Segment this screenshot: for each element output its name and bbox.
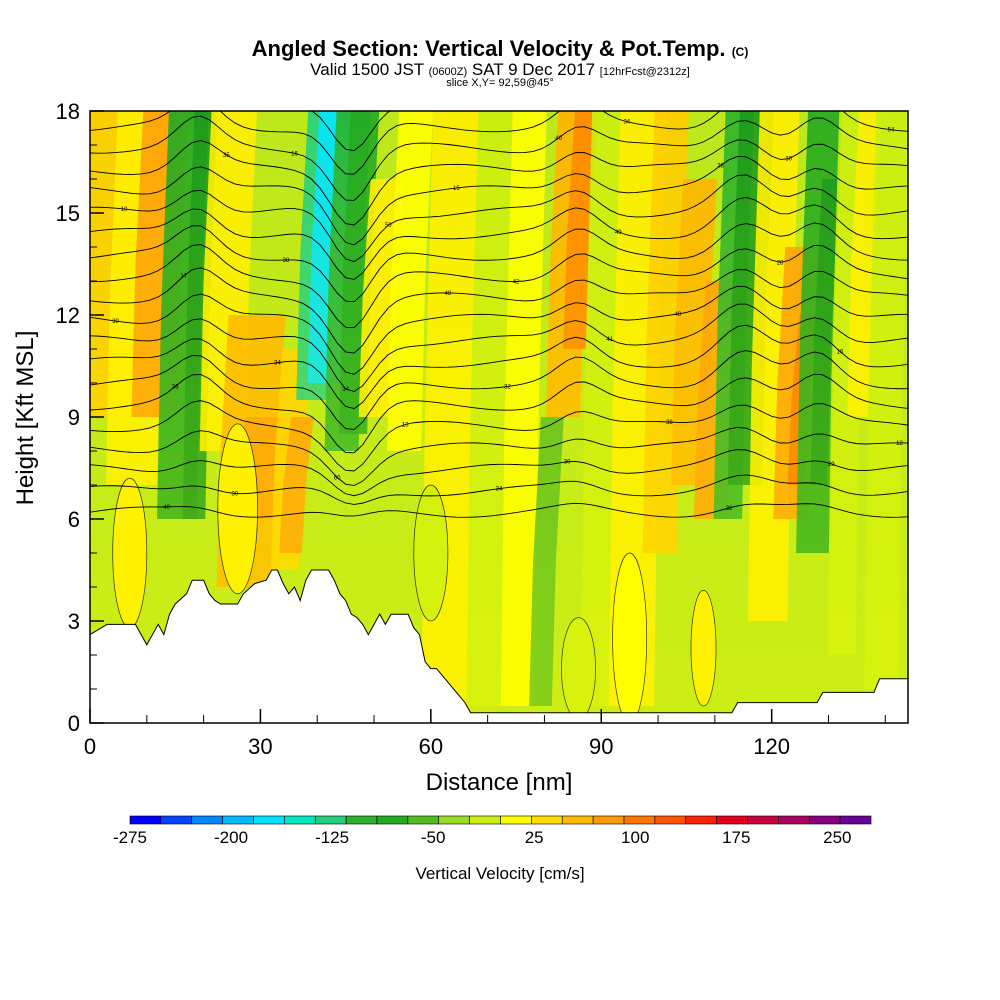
y-tick-label: 3: [68, 609, 80, 634]
contour-label: 32: [504, 385, 511, 391]
contour-label: 38: [666, 420, 673, 426]
potential-temperature-contours: [90, 111, 908, 518]
contour-label: 38: [283, 258, 290, 264]
colorbar-swatch: [253, 815, 285, 825]
colorbar-tick-label: 175: [722, 828, 750, 847]
contour-label: 13: [402, 422, 409, 428]
contour-label: 30: [564, 460, 571, 466]
contour-label: 16: [836, 349, 843, 355]
colorbar-swatch: [623, 815, 656, 825]
contour-label: 49: [615, 230, 622, 236]
colorbar-swatch: [561, 815, 594, 825]
y-tick-label: 9: [68, 405, 80, 430]
x-tick-label: 60: [419, 734, 443, 759]
colorbar-swatch: [314, 815, 347, 825]
contour-label: 40: [555, 136, 562, 142]
y-axis-label: Height [Kft MSL]: [12, 331, 39, 506]
y-tick-label: 18: [56, 99, 80, 124]
contour-label: 29: [828, 462, 835, 468]
slice-info: slice X,Y= 92,59@45°: [446, 77, 554, 89]
colorbar-tick-label: -50: [421, 828, 446, 847]
y-tick-label: 12: [56, 303, 80, 328]
contour-label: 34: [342, 387, 349, 393]
colorbar-swatch: [438, 815, 470, 825]
contour-label: 34: [496, 487, 503, 493]
colorbar-tick-label: -200: [214, 828, 248, 847]
colorbar-swatch: [376, 815, 409, 825]
colorbar-swatch: [500, 815, 532, 825]
x-tick-label: 0: [84, 734, 96, 759]
contour-label: 17: [180, 274, 187, 280]
x-tick-label: 120: [753, 734, 790, 759]
colorbar-swatch: [592, 815, 625, 825]
contour-label: 10: [121, 207, 128, 213]
colorbar-swatch: [716, 815, 748, 825]
colorbar-swatch: [129, 815, 162, 825]
colorbar-swatch: [222, 815, 254, 825]
y-tick-label: 0: [68, 711, 80, 736]
contour-label: 40: [675, 312, 682, 318]
terrain: [90, 569, 908, 723]
valid-time: Valid 1500 JST (0600Z) SAT 9 Dec 2017 [1…: [310, 60, 690, 79]
contour-label: 15: [453, 186, 460, 192]
colorbar-swatch: [747, 815, 779, 825]
x-axis-label: Distance [nm]: [426, 769, 573, 796]
colorbar-swatch: [839, 815, 872, 825]
contour-label: 42: [513, 279, 520, 285]
colorbar-swatch: [531, 815, 563, 825]
colorbar-swatch: [685, 815, 717, 825]
contour-labels: 4034503441382930356048403828543638363249…: [112, 111, 903, 512]
colorbar-tick-label: 250: [823, 828, 851, 847]
colorbar-swatch: [654, 815, 687, 825]
contour-label: 32: [726, 506, 733, 512]
chart-title: Angled Section: Vertical Velocity & Pot.…: [251, 36, 749, 61]
contour-label: 34: [623, 120, 630, 126]
colorbar-swatch: [284, 815, 316, 825]
contour-label: 48: [445, 291, 452, 297]
contour-label: 40: [163, 505, 170, 511]
contour-label: 30: [112, 319, 119, 325]
contour-label: 41: [606, 337, 613, 343]
contour-label: 54: [888, 128, 895, 134]
contour-label: 30: [232, 491, 239, 497]
contour-label: 34: [274, 361, 281, 367]
colorbar-swatch: [808, 815, 841, 825]
contour-label: 35: [223, 153, 230, 159]
contour-label: 30: [785, 157, 792, 163]
colorbar-tick-label: 25: [525, 828, 544, 847]
y-tick-label: 15: [56, 201, 80, 226]
colorbar: -275 -200 -125 -50 25 100 175 250: [113, 815, 872, 847]
colorbar-swatch: [469, 815, 501, 825]
colorbar-tick-label: -125: [315, 828, 349, 847]
colorbar-tick-label: -275: [113, 828, 147, 847]
contour-label: 36: [172, 385, 179, 391]
colorbar-label: Vertical Velocity [cm/s]: [415, 864, 585, 883]
colorbar-swatch: [778, 815, 810, 825]
contour-label: 60: [334, 475, 341, 481]
x-tick-label: 30: [248, 734, 272, 759]
contour-label: 38: [717, 164, 724, 170]
colorbar-swatch: [407, 815, 440, 825]
y-tick-label: 6: [68, 507, 80, 532]
contour-label: 16: [291, 151, 298, 157]
colorbar-tick-label: 100: [621, 828, 649, 847]
colorbar-swatch: [345, 815, 378, 825]
contour-label: 12: [896, 441, 903, 447]
contour-label: 28: [777, 260, 784, 266]
x-tick-label: 90: [589, 734, 613, 759]
contour-label: 50: [385, 223, 392, 229]
colorbar-swatch: [191, 815, 223, 825]
colorbar-swatch: [160, 815, 193, 825]
